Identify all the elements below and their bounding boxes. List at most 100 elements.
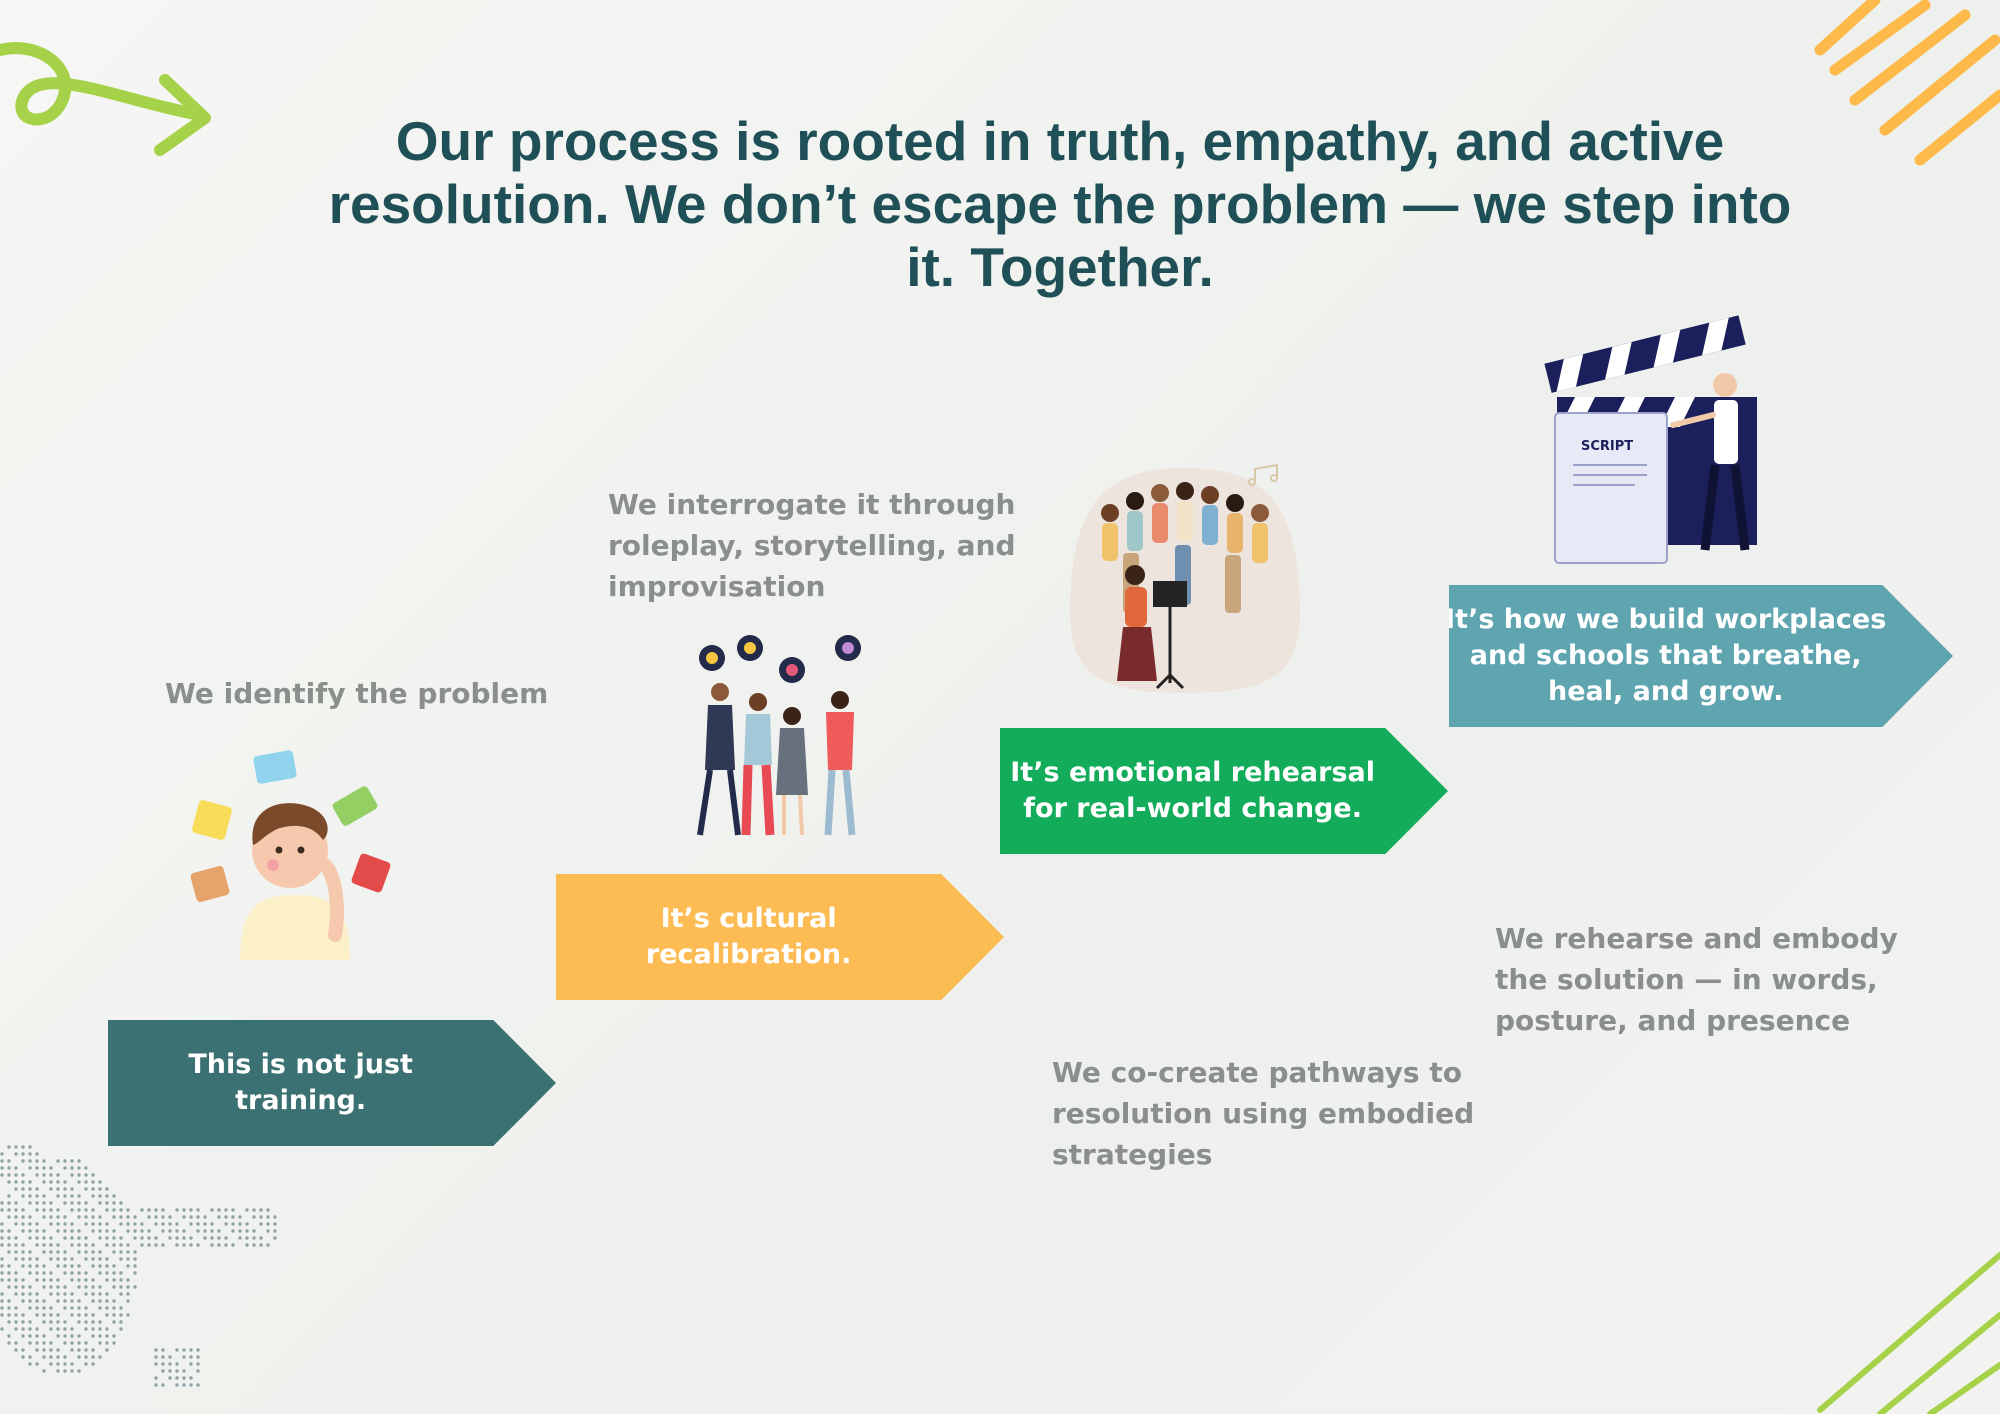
map-dot <box>119 1236 123 1240</box>
step-arrow-workplaces: It’s how we build workplaces and schools… <box>1449 585 1953 727</box>
map-dot <box>189 1208 193 1212</box>
map-dot <box>56 1250 60 1254</box>
map-dot <box>238 1222 242 1226</box>
map-dot <box>0 1166 4 1170</box>
map-dot <box>154 1222 158 1226</box>
map-dot <box>14 1257 18 1261</box>
map-dot <box>63 1271 67 1275</box>
map-dot <box>7 1180 11 1184</box>
map-dot <box>70 1243 74 1247</box>
map-dot <box>14 1320 18 1324</box>
map-dot <box>245 1243 249 1247</box>
map-dot <box>42 1208 46 1212</box>
map-dot <box>140 1236 144 1240</box>
step-label-line: recalibration. <box>645 939 852 970</box>
map-dot <box>42 1278 46 1282</box>
map-dot <box>35 1187 39 1191</box>
map-dot <box>105 1236 109 1240</box>
map-dot <box>35 1173 39 1177</box>
map-dot <box>154 1208 158 1212</box>
map-dot <box>91 1250 95 1254</box>
map-dot <box>7 1166 11 1170</box>
map-dot <box>161 1348 165 1352</box>
map-dot <box>70 1348 74 1352</box>
map-dot <box>196 1355 200 1359</box>
map-dot <box>21 1208 25 1212</box>
map-dot <box>112 1264 116 1268</box>
map-dot <box>245 1229 249 1233</box>
map-dot <box>70 1369 74 1373</box>
map-dot <box>147 1229 151 1233</box>
map-dot <box>42 1236 46 1240</box>
map-dot <box>42 1306 46 1310</box>
caption-line: roleplay, storytelling, and <box>608 529 1016 562</box>
map-dot <box>133 1215 137 1219</box>
map-dot <box>70 1278 74 1282</box>
map-dot <box>35 1194 39 1198</box>
map-dot <box>182 1369 186 1373</box>
step-arrow-training: This is not just training. <box>108 1020 556 1146</box>
map-dot <box>112 1306 116 1310</box>
map-dot <box>77 1334 81 1338</box>
map-dot <box>77 1173 81 1177</box>
map-dot <box>21 1257 25 1261</box>
caption-line: strategies <box>1052 1138 1213 1171</box>
map-dot <box>105 1278 109 1282</box>
map-dot <box>28 1152 32 1156</box>
map-dot <box>98 1334 102 1338</box>
map-dot <box>154 1362 158 1366</box>
map-dot <box>7 1250 11 1254</box>
map-dot <box>112 1208 116 1212</box>
step-label-line: and schools that breathe, <box>1469 640 1862 671</box>
map-dot <box>112 1201 116 1205</box>
map-dot <box>273 1236 277 1240</box>
map-dot <box>77 1215 81 1219</box>
map-dot <box>189 1348 193 1352</box>
map-dot <box>28 1271 32 1275</box>
map-dot <box>161 1222 165 1226</box>
map-dot <box>203 1215 207 1219</box>
map-dot <box>35 1229 39 1233</box>
map-dot <box>77 1369 81 1373</box>
map-dot <box>112 1313 116 1317</box>
map-dot <box>133 1236 137 1240</box>
map-dot <box>119 1257 123 1261</box>
map-dot <box>175 1222 179 1226</box>
map-dot <box>21 1313 25 1317</box>
map-dot <box>154 1215 158 1219</box>
map-dot <box>217 1243 221 1247</box>
caption-cocreate: We co-create pathways to resolution usin… <box>1052 1052 1474 1175</box>
map-dot <box>84 1201 88 1205</box>
map-dot <box>77 1278 81 1282</box>
map-dot <box>119 1208 123 1212</box>
map-dot <box>189 1215 193 1219</box>
map-dot <box>7 1173 11 1177</box>
map-dot <box>84 1222 88 1226</box>
map-dot <box>175 1348 179 1352</box>
map-dot <box>168 1369 172 1373</box>
map-dot <box>49 1348 53 1352</box>
map-dot <box>70 1299 74 1303</box>
map-dot <box>56 1320 60 1324</box>
map-dot <box>28 1341 32 1345</box>
map-dot <box>63 1334 67 1338</box>
caption-line: improvisation <box>608 570 826 603</box>
map-dot <box>56 1264 60 1268</box>
map-dot <box>49 1215 53 1219</box>
map-dot <box>0 1222 4 1226</box>
map-dot <box>259 1215 263 1219</box>
map-dot <box>168 1355 172 1359</box>
map-dot <box>70 1166 74 1170</box>
map-dot <box>91 1285 95 1289</box>
map-dot <box>21 1292 25 1296</box>
map-dot <box>112 1236 116 1240</box>
map-dot <box>0 1152 4 1156</box>
map-dot <box>245 1208 249 1212</box>
map-dot <box>112 1285 116 1289</box>
map-dot <box>42 1159 46 1163</box>
map-dot <box>49 1313 53 1317</box>
music-notes-icon <box>1248 463 1278 486</box>
map-dot <box>70 1159 74 1163</box>
map-dot <box>63 1187 67 1191</box>
map-dot <box>252 1236 256 1240</box>
